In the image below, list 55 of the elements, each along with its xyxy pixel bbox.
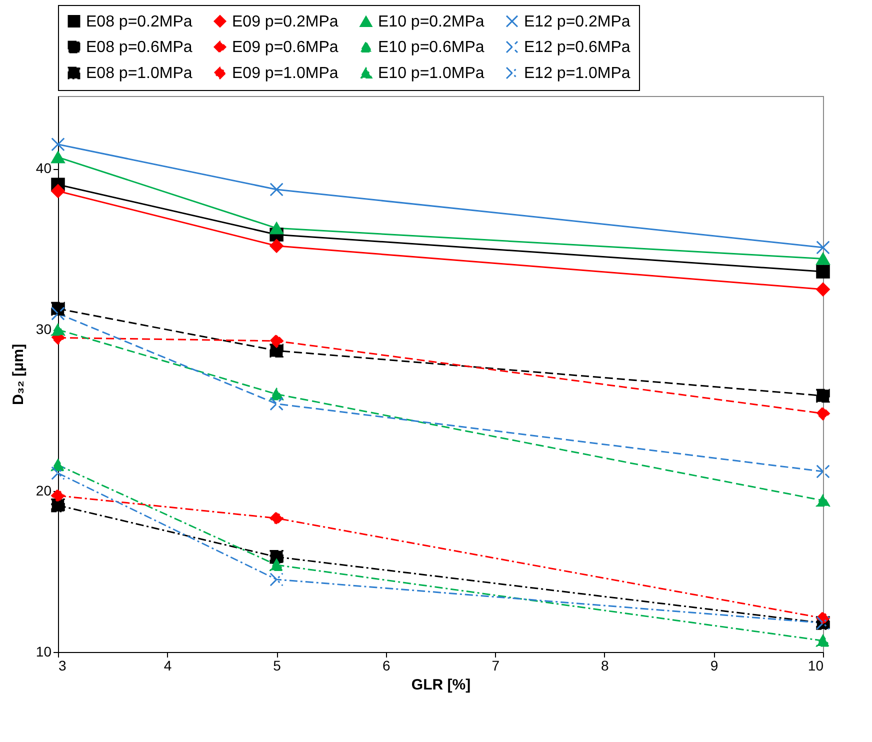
point <box>270 572 284 586</box>
legend-label: E08 p=1.0MPa <box>86 65 192 82</box>
point <box>270 182 284 196</box>
x-tick-label: 8 <box>601 658 610 674</box>
point <box>51 184 65 198</box>
point <box>51 151 65 164</box>
point <box>270 334 284 348</box>
point <box>270 344 284 358</box>
x-tick-label: 3 <box>58 658 66 674</box>
x-tick-label: 7 <box>492 658 500 674</box>
point <box>816 240 830 254</box>
point <box>816 634 830 647</box>
y-tick-label: 30 <box>36 321 52 338</box>
legend-label: E08 p=0.2MPa <box>86 13 192 30</box>
point <box>51 137 65 152</box>
x-axis-title: GLR [%] <box>411 676 471 694</box>
y-axis-title: D₃₂ [μm] <box>10 344 27 406</box>
point <box>270 222 284 234</box>
point <box>270 396 284 411</box>
point <box>51 306 65 320</box>
point <box>816 264 830 279</box>
x-tick-label: 10 <box>808 658 824 674</box>
point <box>816 282 830 296</box>
y-tick-label: 10 <box>36 644 52 660</box>
legend-label: E08 p=0.6MPa <box>86 39 192 56</box>
x-tick-label: 4 <box>164 658 172 674</box>
point <box>816 388 830 403</box>
x-tick-label: 6 <box>382 658 390 674</box>
point <box>51 498 65 512</box>
legend-label: E09 p=1.0MPa <box>232 65 338 82</box>
x-tick-label: 9 <box>710 658 718 674</box>
legend-label: E09 p=0.2MPa <box>232 13 338 30</box>
legend-label: E10 p=0.2MPa <box>378 14 484 30</box>
point <box>816 494 830 507</box>
point <box>51 459 65 472</box>
legend-label: E09 p=0.6MPa <box>232 39 338 56</box>
legend-label: E10 p=1.0MPa <box>378 65 484 82</box>
x-tick-label: 5 <box>273 658 282 674</box>
point <box>816 252 830 265</box>
y-tick-label: 20 <box>36 482 52 498</box>
point <box>816 406 830 420</box>
point <box>51 324 65 336</box>
point <box>270 239 284 253</box>
legend-label: E12 p=1.0MPa <box>524 65 630 82</box>
point <box>270 511 284 526</box>
y-tick-label: 40 <box>36 160 52 176</box>
legend-label: E12 p=0.6MPa <box>524 39 630 56</box>
point <box>270 388 284 400</box>
point <box>270 550 284 564</box>
point <box>816 464 830 478</box>
legend-label: E12 p=0.2MPa <box>524 13 630 30</box>
legend-label: E10 p=0.6MPa <box>378 39 484 56</box>
point <box>270 558 284 572</box>
point <box>51 488 65 503</box>
point <box>51 466 65 480</box>
